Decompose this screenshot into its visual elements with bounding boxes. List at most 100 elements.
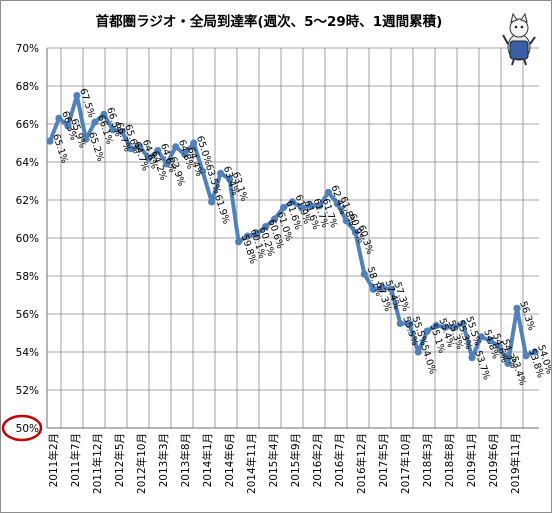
x-tick-label: 2013年8月 [179, 433, 192, 487]
x-tick-label: 2014年11月 [245, 433, 258, 494]
data-point [288, 198, 297, 206]
gridlines [47, 47, 539, 429]
data-point [315, 202, 324, 210]
data-label: 53.4% [508, 355, 528, 387]
y-tick-label: 62% [16, 195, 39, 207]
x-tick-label: 2011年7月 [69, 433, 82, 487]
x-tick-label: 2015年9月 [289, 433, 302, 487]
x-tick-label: 2012年5月 [113, 433, 126, 487]
y-tick-label: 56% [16, 309, 39, 321]
data-point [252, 230, 261, 238]
data-point [127, 145, 135, 153]
data-point [504, 359, 512, 367]
data-point [118, 128, 126, 136]
chart-title: 首都圏ラジオ・全局到達率(週次、5～29時、1週間累積) [96, 13, 443, 30]
data-point [387, 285, 395, 293]
data-point [450, 323, 458, 331]
data-point [55, 114, 63, 122]
data-point [163, 160, 171, 168]
data-point [136, 143, 144, 151]
data-point [261, 223, 270, 231]
data-point [181, 150, 189, 158]
x-tick-label: 2017年10月 [399, 433, 412, 494]
data-point [306, 202, 315, 210]
x-tick-label: 2013年3月 [157, 433, 170, 487]
data-point [46, 137, 54, 145]
data-point [513, 304, 521, 312]
data-labels: 65.1%66.3%65.9%67.5%65.2%66.1%66.5%65.7%… [50, 87, 551, 387]
x-tick-label: 2019年6月 [487, 433, 500, 487]
series-line [46, 91, 539, 367]
data-point [531, 348, 539, 356]
y-tick-label: 68% [16, 81, 39, 93]
data-point [190, 139, 198, 147]
data-point [342, 217, 350, 225]
data-point [495, 342, 503, 350]
x-tick-label: 2011年12月 [91, 433, 104, 494]
highlight-circle [1, 414, 43, 442]
x-tick-label: 2016年7月 [333, 433, 346, 487]
y-tick-label: 60% [16, 233, 39, 245]
data-point [396, 319, 404, 328]
data-point [243, 232, 252, 240]
data-point [459, 319, 467, 328]
data-point [172, 143, 180, 151]
data-point [423, 327, 431, 335]
data-point [468, 354, 476, 362]
data-point [333, 200, 342, 208]
x-tick-label: 2015年4月 [267, 433, 280, 487]
data-point [208, 198, 216, 206]
data-point [270, 215, 279, 223]
x-tick-label: 2018年3月 [421, 433, 434, 487]
data-point [199, 167, 207, 176]
y-tick-label: 52% [16, 385, 39, 397]
x-tick-label: 2017年5月 [377, 433, 390, 487]
data-point [279, 204, 288, 212]
data-point [369, 285, 377, 293]
data-point [432, 321, 440, 329]
data-point [64, 122, 72, 130]
y-tick-label: 64% [16, 157, 39, 169]
y-tick-label: 58% [16, 271, 39, 283]
data-point [73, 91, 81, 100]
data-label: 65.1% [50, 133, 70, 165]
y-tick-label: 50% [16, 423, 39, 435]
cat-mascot-icon [502, 12, 536, 66]
data-point [378, 283, 386, 291]
data-point [441, 323, 449, 331]
data-point [522, 352, 530, 360]
data-point [360, 270, 368, 278]
x-tick-label: 2014年6月 [223, 433, 236, 487]
data-point [324, 188, 333, 196]
data-point [226, 175, 234, 183]
x-tick-label: 2018年8月 [443, 433, 456, 487]
y-tick-label: 54% [16, 347, 39, 359]
data-point [405, 319, 413, 328]
y-axis: 50% 52% 54% 56% 58% 60% 62% 64% 66% 68% 70% [16, 43, 48, 435]
data-point [109, 126, 117, 134]
data-point [91, 118, 99, 126]
x-axis: 2011年2月 2011年7月 2011年12月 2012年5月 2012年10月 201… [47, 427, 539, 494]
data-point [351, 228, 359, 236]
data-point [477, 333, 485, 341]
data-point [486, 337, 494, 345]
data-point [414, 348, 422, 356]
data-point [297, 204, 306, 212]
x-tick-label: 2011年2月 [47, 433, 60, 487]
data-point [154, 147, 162, 155]
x-tick-label: 2012年10月 [135, 433, 148, 494]
x-tick-label: 2014年1月 [201, 433, 214, 487]
x-tick-label: 2016年2月 [311, 433, 324, 487]
y-tick-label: 70% [16, 43, 39, 55]
x-tick-label: 2019年11月 [509, 433, 522, 494]
data-point [235, 238, 243, 246]
x-tick-label: 2019年1月 [465, 433, 478, 487]
data-point [145, 154, 153, 162]
data-point [82, 135, 90, 143]
data-point [100, 110, 108, 119]
data-point [217, 169, 225, 177]
x-tick-label: 2016年12月 [355, 433, 368, 494]
y-tick-label: 66% [16, 119, 39, 131]
